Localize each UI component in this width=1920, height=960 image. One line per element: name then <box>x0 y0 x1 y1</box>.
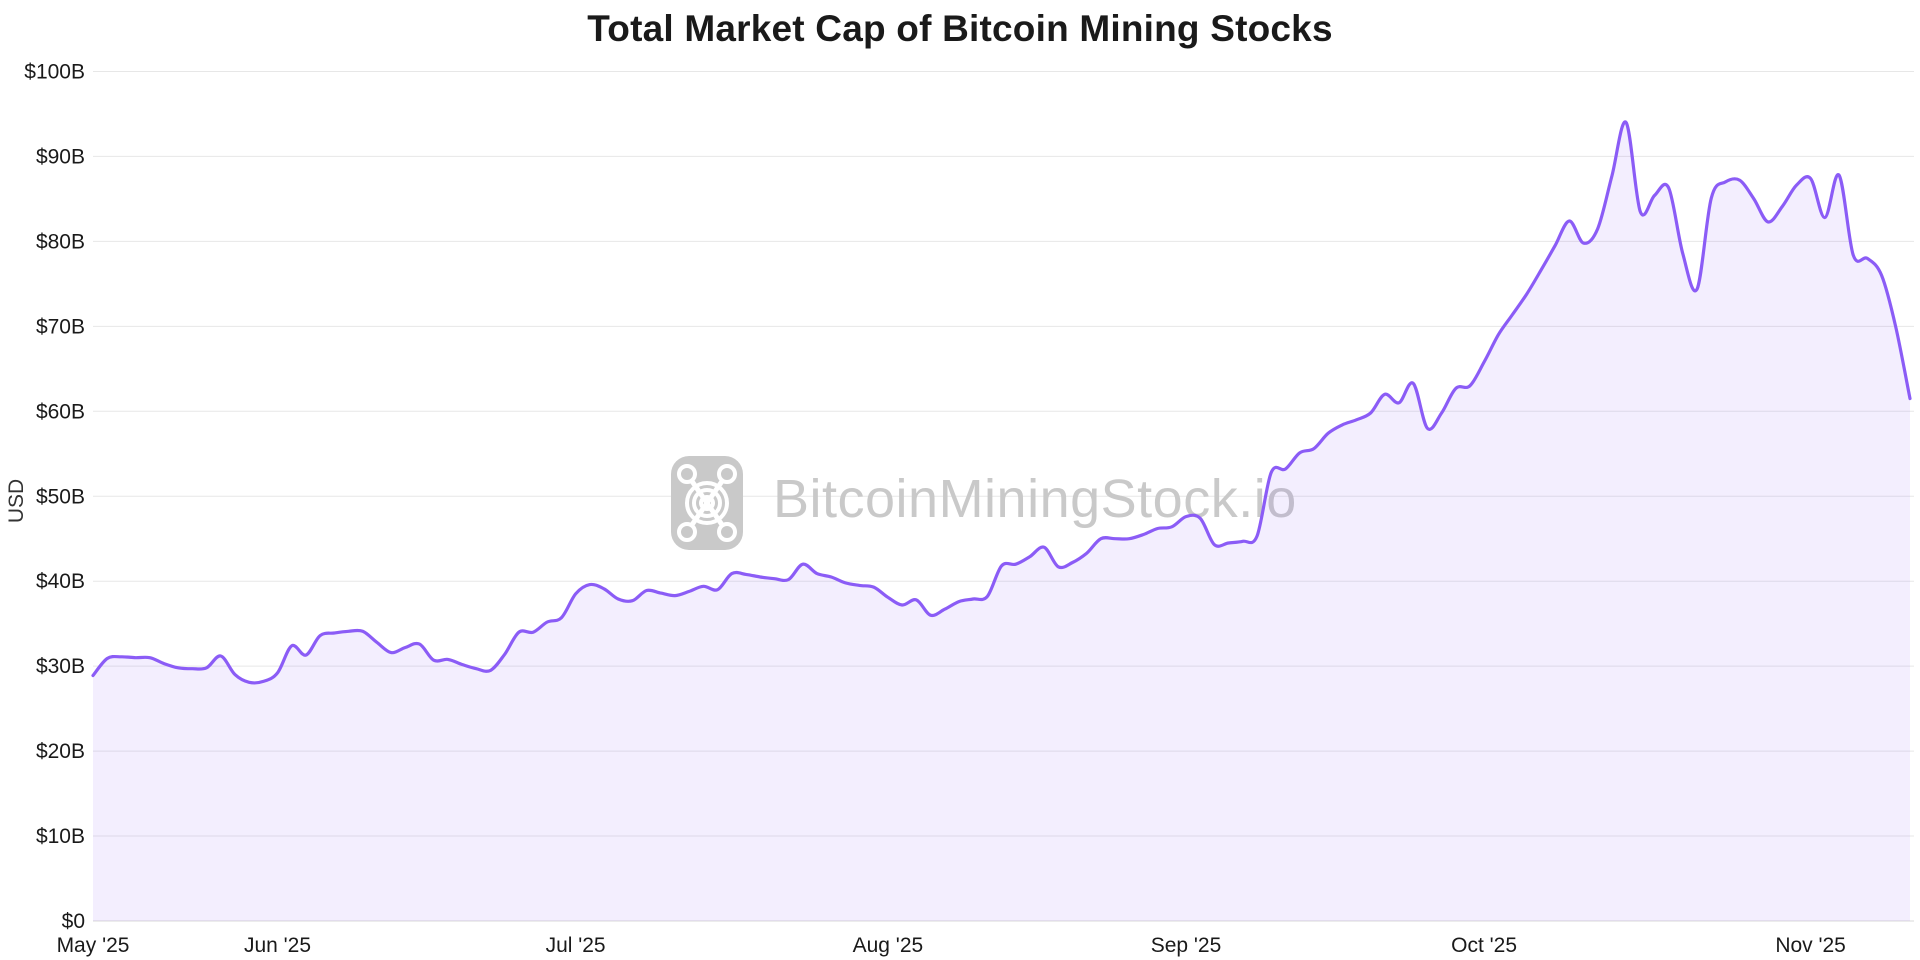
miner-logo-icon <box>671 456 743 550</box>
y-axis-tick-label: $20B <box>36 740 85 763</box>
y-axis-tick-label: $50B <box>36 485 85 508</box>
y-axis-tick-label: $40B <box>36 570 85 593</box>
x-axis-tick-label: Nov '25 <box>1775 934 1846 957</box>
y-axis-tick-label: $70B <box>36 315 85 338</box>
watermark-text: BitcoinMiningStock.io <box>773 469 1297 529</box>
x-axis-tick-label: Sep '25 <box>1151 934 1222 957</box>
y-axis-tick-label: $30B <box>36 655 85 678</box>
x-axis-tick-label: Aug '25 <box>853 934 924 957</box>
y-axis-tick-label: $60B <box>36 400 85 423</box>
series-line[interactable] <box>91 120 1912 685</box>
y-axis-tick-label: $90B <box>36 145 85 168</box>
watermark: BitcoinMiningStock.io <box>671 456 1297 550</box>
x-axis-tick-label: Oct '25 <box>1451 934 1517 957</box>
series-area[interactable] <box>93 121 1910 921</box>
chart-title: Total Market Cap of Bitcoin Mining Stock… <box>587 8 1333 49</box>
y-axis-tick-label: $80B <box>36 230 85 253</box>
y-axis-tick-label: $100B <box>24 61 85 84</box>
x-axis-tick-label: Jul '25 <box>546 934 606 957</box>
x-axis-tick-label: Jun '25 <box>244 934 311 957</box>
y-axis-tick-label: $0 <box>62 910 85 933</box>
x-axis-tick-label: May '25 <box>57 934 130 957</box>
y-axis-tick-label: $10B <box>36 825 85 848</box>
